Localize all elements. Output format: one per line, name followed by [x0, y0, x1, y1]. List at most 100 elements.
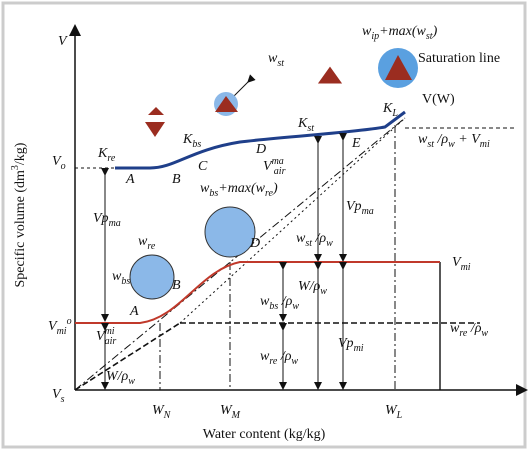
label-part: +max(w: [218, 181, 265, 196]
label: Vo: [52, 154, 66, 172]
label: Saturation line: [418, 51, 500, 66]
label-part: st: [277, 58, 284, 69]
label-part: K: [182, 132, 193, 147]
label-part: re: [107, 153, 116, 164]
label-part: W: [220, 403, 233, 418]
label: Vs: [52, 387, 65, 405]
label-part: W/ρ: [106, 369, 129, 384]
label-part: A: [125, 172, 135, 187]
label-part: w: [326, 238, 333, 249]
label-part: ma: [272, 156, 284, 167]
label: Kbs: [182, 132, 201, 150]
label-part: ): [272, 181, 278, 196]
label-part: w: [268, 51, 278, 66]
label: B: [172, 172, 181, 187]
label: KL: [382, 101, 398, 119]
label-part: bs: [209, 188, 218, 199]
label-part: /ρ: [467, 321, 481, 336]
label-part: w: [450, 321, 460, 336]
label-part: o: [67, 316, 72, 327]
label: W/ρw: [106, 369, 135, 387]
label: E: [351, 136, 361, 151]
label-part: bs: [192, 139, 201, 150]
label-part: V: [58, 34, 68, 49]
label-part: ma: [362, 206, 374, 217]
label-part: + V: [455, 132, 481, 147]
label-part: D: [249, 236, 260, 251]
label-part: re: [459, 328, 468, 339]
label-part: W/ρ: [298, 279, 321, 294]
label: W/ρw: [298, 279, 327, 297]
label-part: st: [427, 139, 434, 150]
label: D: [249, 236, 260, 251]
label-part: V: [48, 319, 58, 334]
label: wbs: [112, 269, 130, 287]
label-part: w: [291, 356, 298, 367]
label: B: [172, 278, 181, 293]
label: WL: [385, 403, 403, 421]
label-part: w: [260, 349, 270, 364]
label-part: Saturation line: [418, 51, 500, 66]
label-part: air: [274, 166, 286, 177]
label: wre /ρw: [450, 321, 488, 339]
label-part: V: [263, 159, 273, 174]
label-part: w: [112, 269, 122, 284]
label-part: ip: [371, 31, 379, 42]
label-part: re: [147, 241, 156, 252]
label-part: w: [448, 139, 455, 150]
label-part: 3: [10, 165, 21, 170]
label-part: w: [320, 286, 327, 297]
label-part: ma: [109, 218, 121, 229]
label-part: s: [61, 394, 65, 405]
label-part: st: [426, 31, 433, 42]
label-part: bs: [121, 276, 130, 287]
label-part: w: [260, 294, 270, 309]
aggregates: [129, 48, 418, 300]
label: wst: [268, 51, 284, 69]
label-part: V: [52, 154, 62, 169]
label: Vmi: [452, 255, 471, 273]
label-part: V: [52, 387, 62, 402]
label-part: w: [296, 231, 306, 246]
label: C: [198, 159, 208, 174]
label-part: K: [382, 101, 393, 116]
label-part: W: [385, 403, 398, 418]
label: Vpma: [346, 199, 374, 217]
label-part: B: [172, 278, 181, 293]
label-part: D: [255, 142, 266, 157]
label-part: V(W): [422, 92, 455, 107]
label-part: V: [452, 255, 462, 270]
label: wst /ρw: [296, 231, 333, 249]
label-part: M: [231, 410, 241, 421]
label-part: K: [97, 146, 108, 161]
label-part: /ρ: [277, 349, 291, 364]
label-part: E: [351, 136, 361, 151]
label: wip+max(wst): [362, 24, 438, 42]
label-part: V: [96, 329, 106, 344]
axes: [69, 24, 528, 396]
label-part: w: [418, 132, 428, 147]
label: Vpma: [93, 211, 121, 229]
label-part: re: [265, 188, 274, 199]
label-part: st: [305, 238, 312, 249]
label-part: /ρ: [278, 294, 292, 309]
label-part: K: [297, 116, 308, 131]
label-part: w: [362, 24, 372, 39]
label-part: Vp: [338, 336, 354, 351]
label-part: bs: [269, 301, 278, 312]
label-part: A: [129, 304, 139, 319]
label-part: W: [152, 403, 165, 418]
label-part: w: [481, 328, 488, 339]
label-part: L: [396, 410, 403, 421]
label-part: Vp: [93, 211, 109, 226]
bottom-curve: [75, 261, 440, 324]
label-part: L: [391, 108, 398, 119]
label: D: [255, 142, 266, 157]
label-part: mi: [354, 343, 364, 354]
label-part: mi: [105, 326, 115, 337]
label-part: air: [105, 336, 117, 347]
label: Vmi air: [96, 326, 116, 347]
label-part: re: [269, 356, 278, 367]
